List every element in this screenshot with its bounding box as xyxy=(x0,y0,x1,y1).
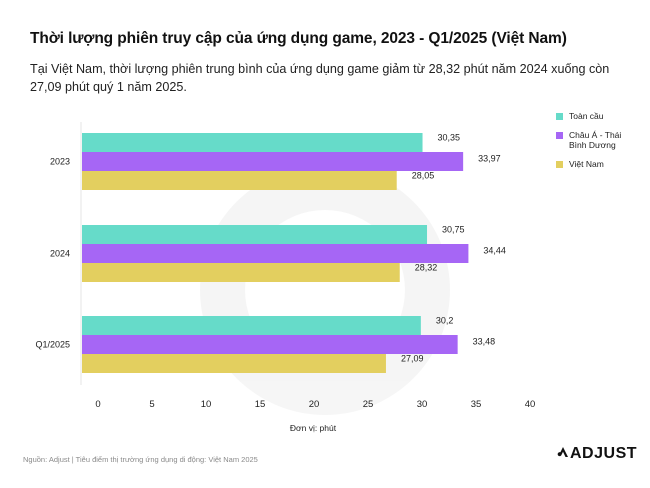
legend: Toàn cầu Châu Á - Thái Bình Dương Việt N… xyxy=(556,111,637,178)
legend-label-apac: Châu Á - Thái Bình Dương xyxy=(569,130,622,150)
legend-label-vietnam: Việt Nam xyxy=(569,159,604,169)
bar-q1-2025-series-1 xyxy=(82,335,458,354)
x-tick-label-15: 15 xyxy=(255,399,266,410)
watermark-logo-icon xyxy=(200,165,450,415)
bar-q1-2025-series-0 xyxy=(82,316,421,335)
x-tick-label-10: 10 xyxy=(201,399,212,410)
source-note: Nguồn: Adjust | Tiêu điểm thị trường ứng… xyxy=(23,455,258,464)
legend-swatch-global xyxy=(556,112,563,120)
value-label-2023-series-2: 28,05 xyxy=(412,171,435,181)
value-label-q1-2025-series-1: 33,48 xyxy=(473,337,496,347)
bars-group xyxy=(82,133,469,373)
legend-swatch-vietnam xyxy=(556,160,563,168)
value-label-2024-series-0: 30,75 xyxy=(442,225,465,235)
bar-2023-series-2 xyxy=(82,171,397,190)
legend-label-global: Toàn cầu xyxy=(569,111,604,121)
bar-2023-series-0 xyxy=(82,133,423,152)
value-label-2024-series-2: 28,32 xyxy=(415,263,438,273)
legend-item-vietnam: Việt Nam xyxy=(556,159,637,169)
bar-2024-series-1 xyxy=(82,244,469,263)
bar-q1-2025-series-2 xyxy=(82,354,386,373)
value-label-q1-2025-series-0: 30,2 xyxy=(436,316,454,326)
brand-name: ADJUST xyxy=(570,445,638,462)
value-label-2023-series-1: 33,97 xyxy=(478,154,501,164)
x-tick-label-20: 20 xyxy=(309,399,320,410)
chart-subtitle: Tại Việt Nam, thời lượng phiên trung bìn… xyxy=(30,62,610,94)
x-tick-label-5: 5 xyxy=(149,399,154,410)
adjust-logo-icon xyxy=(557,445,569,463)
legend-swatch-apac xyxy=(556,131,563,139)
value-label-q1-2025-series-2: 27,09 xyxy=(401,354,424,364)
brand-logo: ADJUST xyxy=(557,445,637,463)
x-tick-label-35: 35 xyxy=(471,399,482,410)
category-label-2024: 2024 xyxy=(50,249,70,259)
value-label-2024-series-1: 34,44 xyxy=(483,246,506,256)
category-label-q1-2025: Q1/2025 xyxy=(35,340,70,350)
x-tick-label-25: 25 xyxy=(363,399,374,410)
x-tick-label-30: 30 xyxy=(417,399,428,410)
chart-title: Thời lượng phiên truy cập của ứng dụng g… xyxy=(30,30,567,47)
x-tick-label-0: 0 xyxy=(95,399,100,410)
value-labels-group: 30,35 33,97 28,05 30,75 34,44 28,32 30,2 33,48 2… xyxy=(401,133,506,364)
bar-2023-series-1 xyxy=(82,152,464,171)
category-label-2023: 2023 xyxy=(50,157,70,167)
x-tick-label-40: 40 xyxy=(525,399,536,410)
legend-item-global: Toàn cầu xyxy=(556,111,637,121)
value-label-2023-series-0: 30,35 xyxy=(438,133,461,143)
bar-2024-series-2 xyxy=(82,263,400,282)
category-labels-group: 2023 2024 Q1/2025 xyxy=(35,157,70,350)
x-tick-labels-group: 0 5 10 15 20 25 30 35 40 xyxy=(95,399,535,410)
bar-2024-series-0 xyxy=(82,225,428,244)
x-axis-title: Đơn vị: phút xyxy=(290,423,337,433)
legend-item-apac: Châu Á - Thái Bình Dương xyxy=(556,130,637,150)
